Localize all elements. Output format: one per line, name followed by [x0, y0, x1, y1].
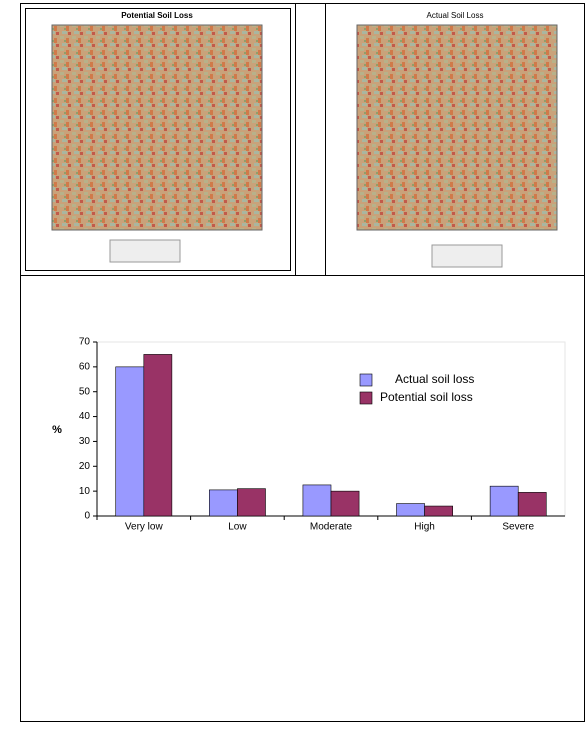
y-tick-label: 0	[84, 511, 90, 522]
bar	[143, 354, 173, 517]
legend-label: Actual soil loss	[395, 372, 474, 386]
map-title: Potential Soil Loss	[121, 11, 193, 20]
chart: % 0 10 20 30 40 50 60 70 Very low Low Moderate High S…	[52, 337, 566, 533]
y-tick-label: 60	[79, 361, 91, 372]
bar	[115, 366, 145, 517]
y-tick-label: 50	[79, 386, 91, 397]
bar	[330, 490, 360, 517]
x-tick-label: Severe	[502, 522, 534, 533]
bar	[209, 489, 238, 517]
bar	[237, 488, 266, 517]
y-tick-label: 10	[79, 486, 91, 497]
legend-swatch	[359, 373, 373, 387]
map-right: Actual Soil Loss	[356, 11, 558, 268]
x-tick-label: Low	[228, 522, 247, 533]
legend-label: Potential soil loss	[380, 390, 473, 404]
bar	[396, 503, 425, 517]
map-left: Potential Soil Loss	[51, 11, 263, 263]
x-tick-label: High	[414, 522, 435, 533]
map-title: Actual Soil Loss	[427, 11, 484, 20]
y-tick-label: 70	[79, 337, 91, 348]
x-tick-label: Moderate	[310, 522, 353, 533]
bar	[489, 485, 519, 517]
y-tick-label: 30	[79, 436, 91, 447]
y-axis-label: %	[52, 424, 62, 436]
bar	[517, 492, 547, 517]
bar	[424, 505, 453, 517]
table-borders	[20, 3, 585, 722]
y-tick-label: 20	[79, 461, 91, 472]
y-tick-label: 40	[79, 411, 91, 422]
bar	[302, 484, 332, 517]
x-tick-label: Very low	[125, 522, 164, 533]
legend-swatch	[359, 391, 373, 405]
